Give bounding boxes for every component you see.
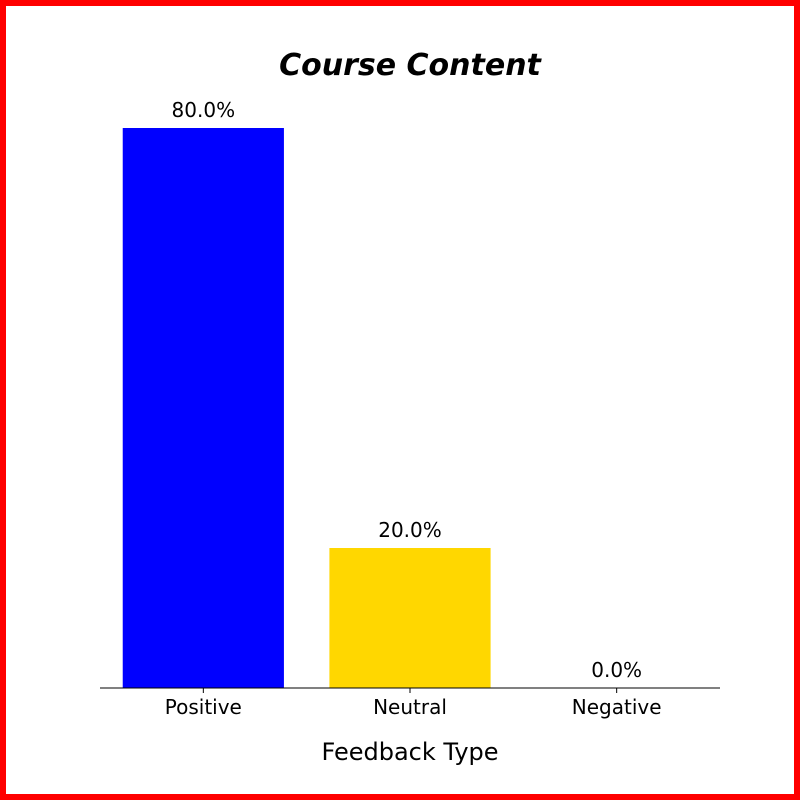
bar-positive xyxy=(122,128,284,688)
x-tick-label-neutral: Neutral xyxy=(373,695,447,719)
x-tick-label-negative: Negative xyxy=(572,695,662,719)
data-label-neutral: 20.0% xyxy=(378,518,442,542)
bars-layer xyxy=(122,128,491,688)
bar-neutral xyxy=(329,548,491,688)
x-axis-label: Feedback Type xyxy=(321,738,498,766)
chart-title: Course Content xyxy=(279,48,542,83)
x-tick-label-positive: Positive xyxy=(165,695,242,719)
data-label-positive: 80.0% xyxy=(172,98,236,122)
data-labels-layer: 80.0% 20.0% 0.0% xyxy=(172,98,643,682)
data-label-negative: 0.0% xyxy=(591,658,642,682)
x-tick-layer: Positive Neutral Negative xyxy=(165,688,662,719)
